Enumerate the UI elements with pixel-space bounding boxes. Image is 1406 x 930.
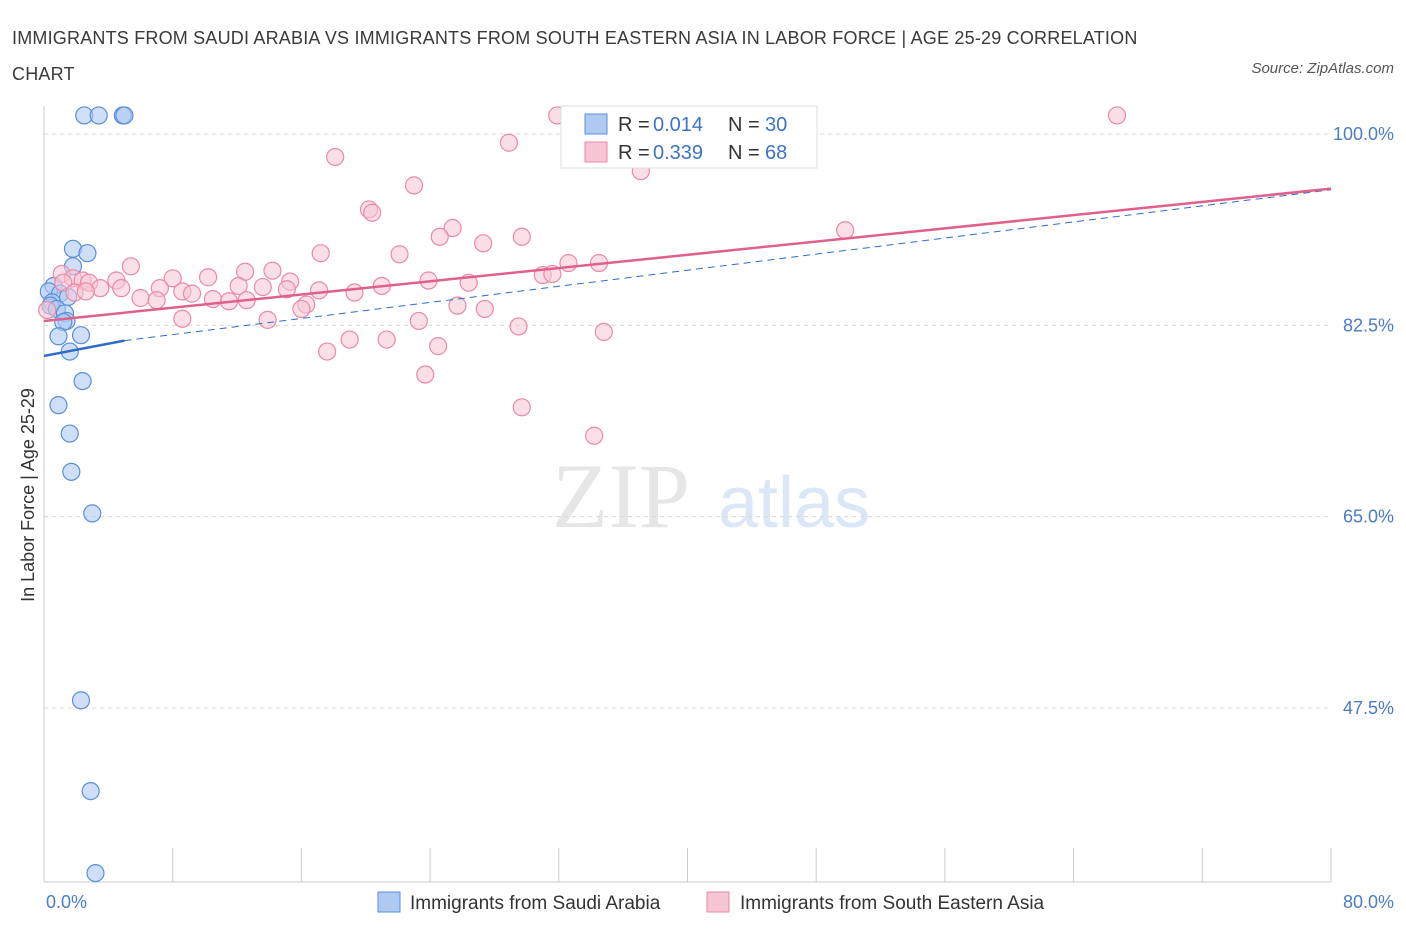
point-sea-13: [311, 244, 330, 263]
watermark-zip: ZIP: [552, 445, 690, 547]
point-sea-26: [163, 269, 182, 288]
trend-sea: [43, 187, 1332, 323]
point-sea-17: [121, 257, 140, 276]
y-tick-label-1: 65.0%: [1343, 507, 1394, 527]
x-tick-marks: [43, 848, 1332, 882]
correlation-legend: R = 0.014 N = 30 R = 0.339 N = 68: [560, 105, 818, 169]
point-saudi-18: [71, 326, 91, 345]
point-sea-41: [345, 283, 364, 302]
legend-swatch-pink: [584, 141, 608, 163]
point-sea-7: [363, 203, 382, 222]
point-sea-66: [585, 426, 604, 445]
point-sea-27: [198, 268, 218, 287]
point-sea-60: [340, 330, 359, 349]
point-saudi-27: [86, 863, 105, 883]
chart-title: IMMIGRANTS FROM SAUDI ARABIA VS IMMIGRAN…: [12, 28, 1138, 84]
point-sea-12: [512, 227, 531, 246]
series-saudi-arabia-points: [39, 106, 134, 883]
point-sea-43: [182, 284, 202, 303]
point-saudi-20: [73, 371, 92, 391]
point-sea-46: [147, 291, 166, 310]
point-sea-55: [258, 310, 277, 329]
point-sea-67: [76, 282, 95, 301]
point-saudi-22: [60, 424, 79, 443]
y-tick-label-3: 100.0%: [1333, 124, 1394, 144]
point-sea-9: [430, 227, 449, 246]
series-south-eastern-asia-points: [38, 106, 1127, 445]
trend-saudi-dashed: [124, 189, 1332, 342]
point-saudi-23: [62, 462, 81, 481]
point-sea-54: [173, 309, 192, 328]
y-tick-labels: 47.5% 65.0% 82.5% 100.0%: [1333, 124, 1394, 718]
point-saudi-1: [89, 106, 108, 125]
point-sea-39: [277, 280, 297, 299]
point-sea-53: [38, 300, 57, 320]
point-sea-8: [443, 218, 462, 238]
point-sea-11: [836, 221, 855, 240]
point-sea-51: [448, 296, 467, 315]
x-tick-label-max: 80.0%: [1343, 892, 1394, 912]
point-saudi-21: [49, 396, 68, 415]
point-sea-5: [404, 176, 424, 195]
legend-n-value-1: 30: [765, 114, 787, 136]
point-sea-52: [475, 299, 494, 319]
point-sea-59: [594, 322, 613, 341]
point-sea-61: [377, 330, 396, 349]
y-tick-label-2: 82.5%: [1343, 315, 1394, 335]
point-sea-37: [229, 276, 248, 296]
legend-swatch-blue: [584, 113, 608, 135]
point-sea-14: [390, 245, 409, 264]
point-sea-3: [326, 147, 345, 167]
point-sea-45: [131, 288, 150, 308]
point-sea-34: [112, 279, 131, 298]
point-sea-63: [318, 342, 337, 361]
series-legend-label-saudi: Immigrants from Saudi Arabia: [410, 893, 661, 914]
watermark-atlas: atlas: [718, 463, 870, 543]
series-legend: Immigrants from Saudi Arabia Immigrants …: [377, 891, 1045, 914]
source-label: Source: ZipAtlas.com: [1251, 60, 1394, 77]
series-legend-swatch-pink: [706, 891, 730, 913]
point-sea-65: [512, 398, 531, 417]
legend-r-value-2: 0.339: [653, 142, 703, 164]
point-sea-15: [559, 253, 578, 273]
point-saudi-25: [71, 691, 91, 710]
point-sea-38: [253, 277, 272, 297]
legend-r-label-1: R =: [618, 114, 650, 136]
point-sea-56: [292, 299, 311, 319]
grid-lines: [44, 133, 1331, 709]
point-sea-1: [1107, 106, 1127, 125]
point-saudi-3: [115, 106, 134, 125]
point-sea-57: [409, 311, 428, 331]
y-axis-label: In Labor Force | Age 25-29: [18, 388, 38, 602]
legend-n-value-2: 68: [765, 142, 787, 164]
point-sea-2: [499, 133, 519, 152]
legend-n-label-2: N =: [728, 142, 760, 164]
series-legend-swatch-blue: [377, 891, 401, 913]
y-tick-label-0: 47.5%: [1343, 698, 1394, 718]
point-saudi-17: [49, 327, 68, 346]
legend-n-label-1: N =: [728, 114, 760, 136]
x-tick-label-min: 0.0%: [46, 892, 87, 912]
point-saudi-24: [83, 504, 102, 523]
trend-saudi: [43, 339, 125, 358]
point-sea-19: [263, 261, 282, 280]
point-sea-64: [416, 365, 435, 384]
point-sea-62: [429, 337, 448, 356]
trend-lines: [43, 187, 1332, 358]
point-saudi-26: [81, 781, 100, 801]
point-sea-40: [309, 281, 329, 300]
point-saudi-5: [78, 244, 97, 263]
legend-r-value-1: 0.014: [653, 114, 703, 136]
point-sea-10: [474, 234, 493, 253]
legend-r-label-2: R =: [618, 142, 650, 164]
series-legend-label-sea: Immigrants from South Eastern Asia: [740, 893, 1045, 914]
point-sea-58: [509, 317, 528, 336]
